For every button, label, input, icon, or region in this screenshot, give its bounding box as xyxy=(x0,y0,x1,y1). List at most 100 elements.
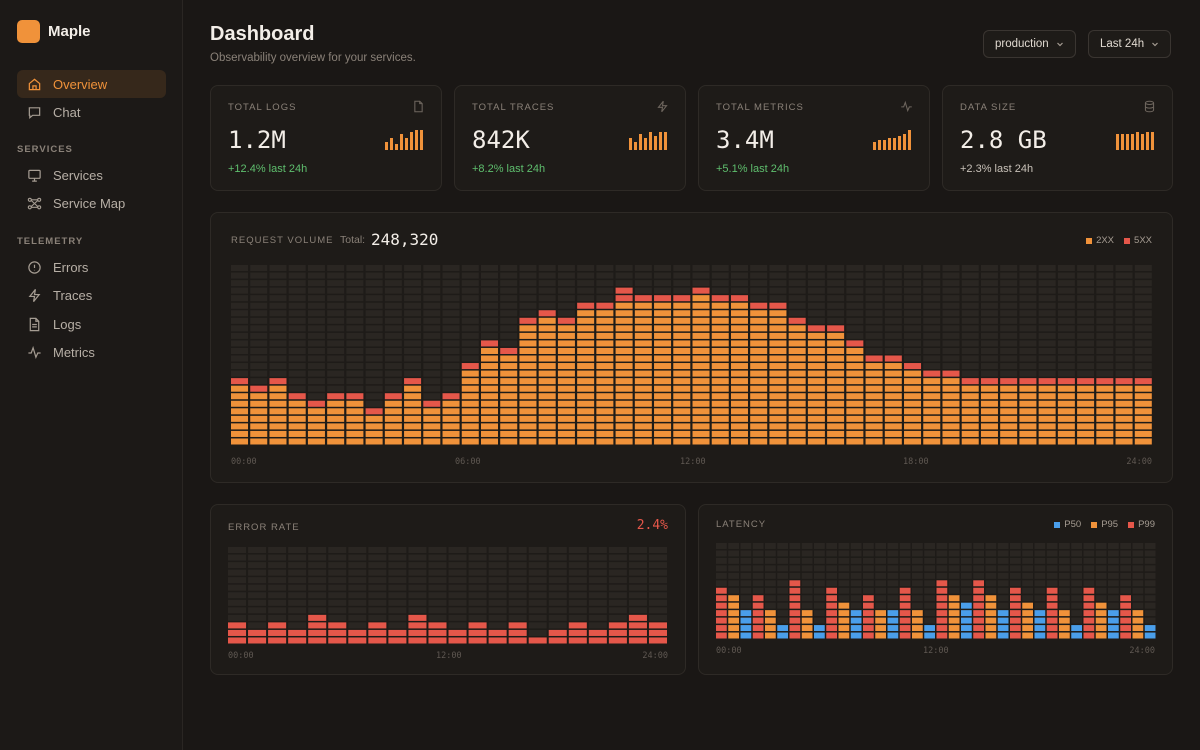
bar-cell-2xx xyxy=(634,340,652,347)
bar-cell-2xx xyxy=(673,385,691,392)
grid-cell xyxy=(1010,565,1021,572)
bar-cell-2xx xyxy=(557,408,575,415)
bar-cell-2xx xyxy=(730,340,748,347)
sidebar-item-overview[interactable]: Overview xyxy=(17,70,166,98)
bar-cell-2xx xyxy=(673,325,691,332)
latency-chart[interactable] xyxy=(716,543,1157,640)
grid-cell xyxy=(826,580,837,587)
grid-cell xyxy=(548,547,567,554)
bar-cell-error xyxy=(628,629,647,636)
bar-cell-2xx xyxy=(1134,415,1152,422)
stat-card-logs[interactable]: TOTAL LOGS 1.2M +12.4% last 24h xyxy=(210,85,442,191)
grid-cell xyxy=(750,295,768,302)
bar-cell-2xx xyxy=(807,408,825,415)
bar-cell-2xx xyxy=(827,370,845,377)
grid-cell xyxy=(961,317,979,324)
time-range-select[interactable]: Last 24h xyxy=(1088,30,1172,58)
sidebar-item-traces[interactable]: Traces xyxy=(17,281,166,309)
sparkline-bar xyxy=(1126,134,1129,150)
bar-cell-2xx xyxy=(692,302,710,309)
grid-cell xyxy=(1019,280,1037,287)
grid-cell xyxy=(628,584,647,591)
grid-cell xyxy=(973,565,984,572)
bar-cell-2xx xyxy=(519,340,537,347)
grid-cell xyxy=(1057,310,1075,317)
legend-swatch xyxy=(1054,521,1061,528)
stat-card-data-size[interactable]: DATA SIZE 2.8 GB +2.3% last 24h xyxy=(942,85,1173,191)
grid-cell xyxy=(875,572,886,579)
sidebar-item-service-map[interactable]: Service Map xyxy=(17,189,166,217)
grid-cell xyxy=(765,587,776,594)
grid-cell xyxy=(608,584,627,591)
bar-cell-2xx xyxy=(250,408,268,415)
error-rate-chart[interactable] xyxy=(228,547,669,645)
grid-cell xyxy=(577,295,595,302)
grid-cell xyxy=(1096,325,1114,332)
bar-cell-2xx xyxy=(615,310,633,317)
bar-cell-2xx xyxy=(615,393,633,400)
grid-cell xyxy=(388,547,407,554)
grid-cell xyxy=(248,569,267,576)
request-volume-chart[interactable] xyxy=(231,265,1154,446)
grid-cell xyxy=(777,602,788,609)
grid-cell xyxy=(365,393,383,400)
grid-cell xyxy=(1057,325,1075,332)
grid-cell xyxy=(740,602,752,609)
bar-cell-2xx xyxy=(519,347,537,354)
sidebar-item-logs[interactable]: Logs xyxy=(17,310,166,338)
grid-cell xyxy=(231,310,249,317)
stat-value: 3.4M xyxy=(716,126,774,154)
legend-item-5xx[interactable]: 5XX xyxy=(1124,235,1152,246)
legend-item-p99[interactable]: P99 xyxy=(1128,519,1155,530)
stat-card-traces[interactable]: TOTAL TRACES 842K +8.2% last 24h xyxy=(454,85,686,191)
bar-cell-2xx xyxy=(769,363,787,370)
grid-cell xyxy=(327,325,345,332)
grid-cell xyxy=(327,378,345,385)
grid-cell xyxy=(288,622,307,629)
legend-item-p50[interactable]: P50 xyxy=(1054,519,1081,530)
bar-cell-2xx xyxy=(1000,400,1018,407)
sidebar-item-chat[interactable]: Chat xyxy=(17,98,166,126)
grid-cell xyxy=(814,595,825,602)
grid-cell xyxy=(961,332,979,339)
legend-item-2xx[interactable]: 2XX xyxy=(1086,235,1114,246)
grid-cell xyxy=(865,287,883,294)
bar-cell-2xx xyxy=(1038,430,1056,437)
bar-cell-2xx xyxy=(846,400,864,407)
sidebar-item-metrics[interactable]: Metrics xyxy=(17,338,166,366)
grid-cell xyxy=(404,287,422,294)
bar-cell-error xyxy=(568,637,587,644)
sidebar-item-services[interactable]: Services xyxy=(17,161,166,189)
grid-cell xyxy=(442,280,460,287)
bar-cell-error xyxy=(448,629,467,636)
legend-item-p95[interactable]: P95 xyxy=(1091,519,1118,530)
brand[interactable]: Maple xyxy=(17,20,91,43)
grid-cell xyxy=(404,280,422,287)
bar-cell-error xyxy=(248,629,267,636)
grid-cell xyxy=(588,622,607,629)
bar-cell-2xx xyxy=(711,347,729,354)
grid-cell xyxy=(327,265,345,272)
bar-cell-p99 xyxy=(752,610,764,617)
x-axis-tick: 00:00 xyxy=(231,457,257,467)
bar-cell-2xx xyxy=(538,317,556,324)
grid-cell xyxy=(1115,310,1133,317)
grid-cell xyxy=(442,363,460,370)
bar-cell-p50 xyxy=(1071,632,1082,639)
grid-cell xyxy=(750,287,768,294)
stat-card-metrics[interactable]: TOTAL METRICS 3.4M +5.1% last 24h xyxy=(698,85,930,191)
grid-cell xyxy=(936,550,948,557)
grid-cell xyxy=(1077,347,1095,354)
grid-cell xyxy=(942,317,960,324)
grid-cell xyxy=(838,543,850,549)
bar-cell-p99 xyxy=(973,632,984,639)
sparkline-bar xyxy=(654,136,657,150)
bar-cell-2xx xyxy=(557,378,575,385)
grid-cell xyxy=(408,577,427,584)
bar-cell-p50 xyxy=(777,632,788,639)
grid-cell xyxy=(865,310,883,317)
bar-cell-2xx xyxy=(615,370,633,377)
bar-cell-p50 xyxy=(1034,625,1046,632)
sidebar-item-errors[interactable]: Errors xyxy=(17,253,166,281)
environment-select[interactable]: production xyxy=(983,30,1076,58)
